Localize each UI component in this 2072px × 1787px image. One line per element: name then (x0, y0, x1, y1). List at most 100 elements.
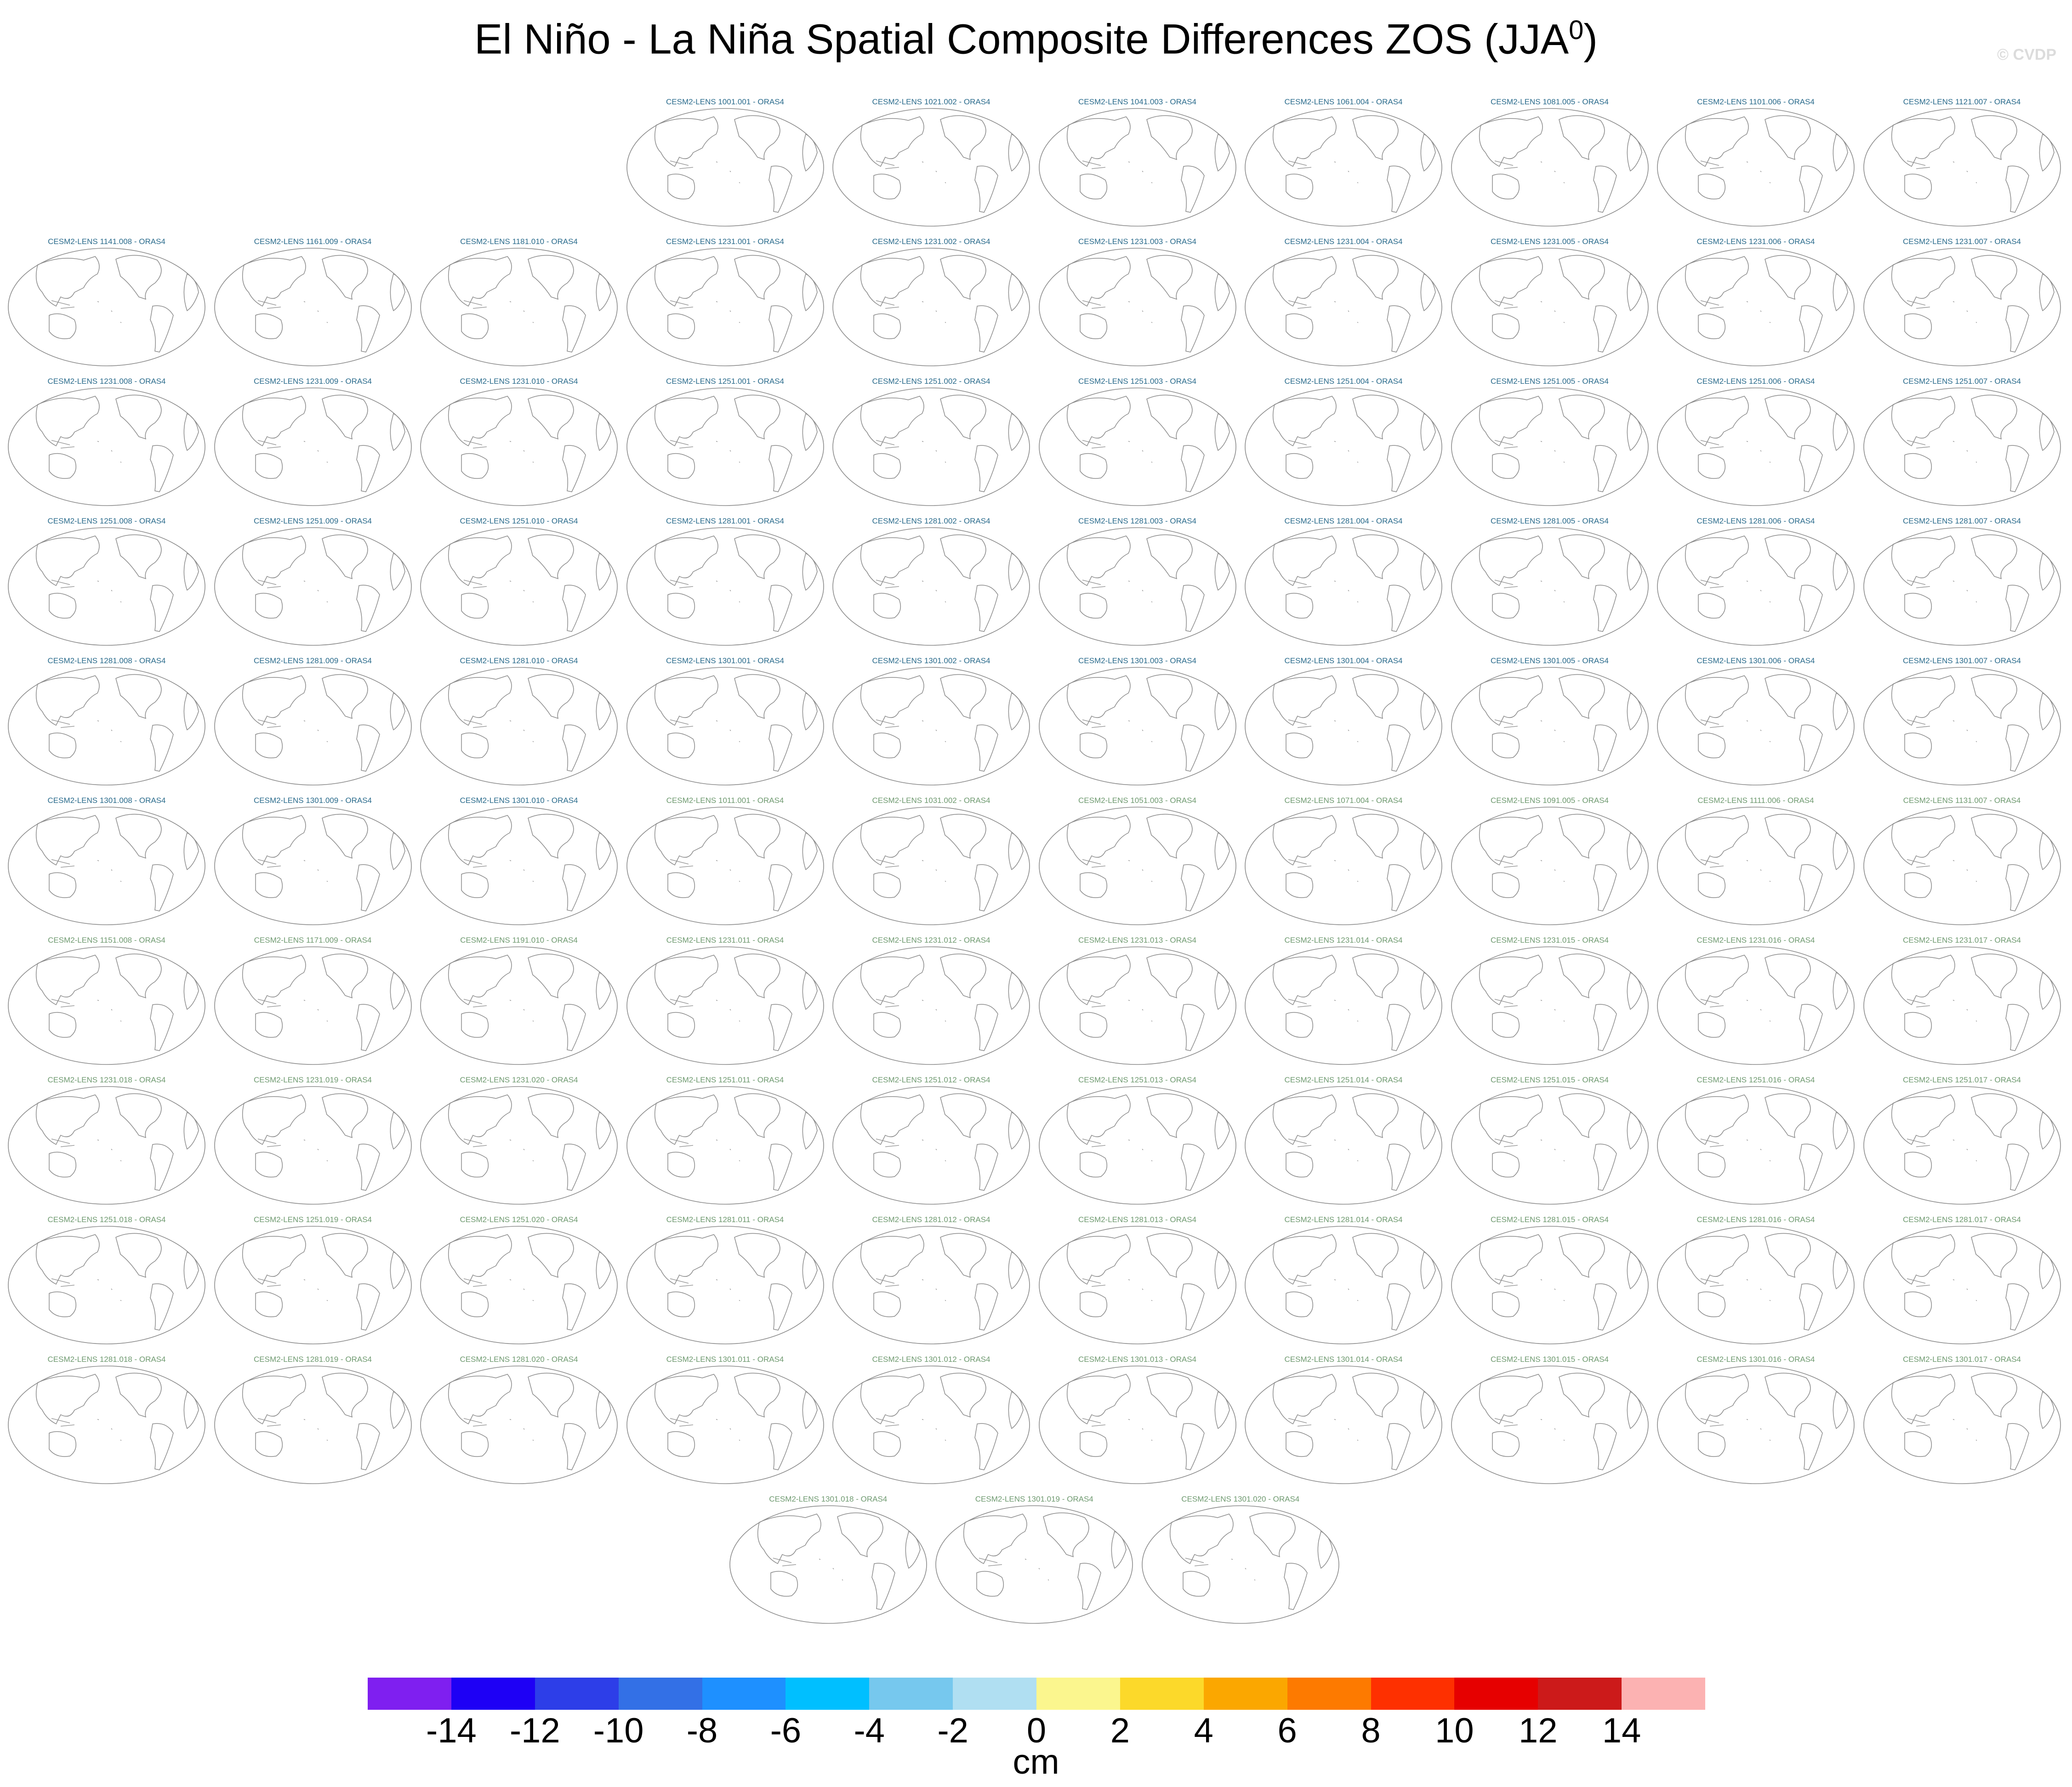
maritime-islands (670, 160, 693, 169)
maritime-islands (1082, 1138, 1105, 1147)
africa-coastline (1420, 1251, 1436, 1290)
eurasia-coastline (1066, 116, 1131, 167)
world-map (832, 248, 1030, 366)
australia-coastline (255, 1151, 283, 1178)
eurasia-coastline (1272, 256, 1337, 307)
eurasia-coastline (242, 675, 306, 726)
south-america-coastline (1593, 724, 1617, 772)
colorbar-tick-label: -6 (770, 1711, 802, 1750)
pacific-islands (1334, 1139, 1359, 1161)
panel-title: CESM2-LENS 1061.004 - ORAS4 (1284, 97, 1403, 106)
maritime-islands (1288, 719, 1312, 728)
maritime-islands (1700, 580, 1724, 588)
africa-coastline (1214, 413, 1230, 451)
south-america-coastline (1799, 305, 1823, 353)
panel-title: CESM2-LENS 1301.020 - ORAS4 (1181, 1495, 1300, 1503)
north-america-coastline (940, 394, 986, 440)
north-america-coastline (1146, 953, 1192, 999)
maritime-islands (1700, 1278, 1724, 1287)
africa-coastline (1214, 972, 1230, 1010)
south-america-coastline (356, 1423, 380, 1470)
australia-coastline (1698, 732, 1726, 758)
pacific-islands (716, 301, 740, 323)
eurasia-coastline (1272, 396, 1337, 447)
south-america-coastline (150, 724, 174, 772)
africa-coastline (2039, 1391, 2055, 1429)
north-america-coastline (321, 1233, 368, 1278)
maritime-islands (1082, 160, 1105, 169)
north-america-coastline (528, 255, 574, 300)
map-panel: CESM2-LENS 1231.002 - ORAS4 (830, 237, 1032, 370)
eurasia-coastline (242, 535, 306, 586)
north-america-coastline (528, 394, 574, 440)
map-boundary (1863, 807, 2061, 925)
panel-title: CESM2-LENS 1301.011 - ORAS4 (666, 1355, 784, 1364)
south-america-coastline (1799, 1004, 1823, 1051)
panel-title: CESM2-LENS 1111.006 - ORAS4 (1697, 796, 1814, 805)
pacific-islands (509, 1139, 534, 1161)
south-america-coastline (1180, 1423, 1205, 1470)
panel-title: CESM2-LENS 1301.016 - ORAS4 (1696, 1355, 1815, 1364)
map-panel: CESM2-LENS 1281.014 - ORAS4 (1242, 1215, 1445, 1349)
australia-coastline (1698, 1151, 1726, 1178)
map-panel: CESM2-LENS 1181.010 - ORAS4 (418, 237, 620, 370)
eurasia-coastline (1891, 256, 1955, 307)
north-america-coastline (321, 1372, 368, 1418)
world-map (1038, 946, 1236, 1065)
world-map (1245, 667, 1442, 785)
map-panel: CESM2-LENS 1121.007 - ORAS4 (1861, 97, 2063, 231)
map-boundary (832, 1226, 1030, 1344)
map-boundary (832, 946, 1030, 1065)
eurasia-coastline (1066, 256, 1131, 307)
map-panel: CESM2-LENS 1281.012 - ORAS4 (830, 1215, 1032, 1349)
africa-coastline (1008, 552, 1024, 591)
africa-coastline (1214, 1251, 1230, 1290)
south-america-coastline (1387, 445, 1411, 492)
colorbar-segment (869, 1678, 953, 1710)
pacific-islands (509, 1419, 534, 1441)
pacific-islands (716, 1419, 740, 1441)
maritime-islands (1494, 1418, 1518, 1427)
australia-coastline (1698, 313, 1726, 339)
north-america-coastline (1558, 534, 1605, 580)
maritime-islands (1082, 1418, 1105, 1427)
map-boundary (1245, 1086, 1442, 1205)
map-panel: CESM2-LENS 1251.005 - ORAS4 (1449, 377, 1651, 510)
africa-coastline (1214, 1111, 1230, 1150)
africa-coastline (2039, 413, 2055, 451)
maritime-islands (51, 1278, 75, 1287)
north-america-coastline (1146, 1372, 1192, 1418)
map-panel: CESM2-LENS 1251.003 - ORAS4 (1036, 377, 1239, 510)
world-map (214, 1366, 412, 1484)
africa-coastline (1008, 972, 1024, 1010)
map-boundary (214, 946, 412, 1065)
world-map (420, 667, 618, 785)
world-map (935, 1505, 1133, 1624)
south-america-coastline (2005, 1004, 2029, 1051)
colorbar-segment (1538, 1678, 1622, 1710)
pacific-islands (97, 720, 122, 742)
australia-coastline (1079, 1012, 1107, 1038)
maritime-islands (463, 300, 487, 309)
north-america-coastline (1352, 115, 1399, 160)
africa-coastline (1008, 692, 1024, 731)
map-panel: CESM2-LENS 1231.004 - ORAS4 (1242, 237, 1445, 370)
world-map (1657, 667, 1855, 785)
south-america-coastline (1387, 1423, 1411, 1470)
africa-coastline (596, 1391, 611, 1429)
north-america-coastline (1352, 394, 1399, 440)
eurasia-coastline (1066, 396, 1131, 447)
map-panel: CESM2-LENS 1251.018 - ORAS4 (6, 1215, 208, 1349)
pacific-islands (1128, 1419, 1152, 1441)
world-map (832, 108, 1030, 227)
maritime-islands (257, 440, 281, 449)
africa-coastline (390, 552, 405, 591)
maritime-islands (51, 440, 75, 449)
map-boundary (832, 108, 1030, 227)
africa-coastline (1420, 972, 1436, 1010)
africa-coastline (1008, 413, 1024, 451)
north-america-coastline (528, 534, 574, 580)
eurasia-coastline (448, 815, 512, 866)
north-america-coastline (1765, 1372, 1811, 1418)
north-america-coastline (1765, 255, 1811, 300)
